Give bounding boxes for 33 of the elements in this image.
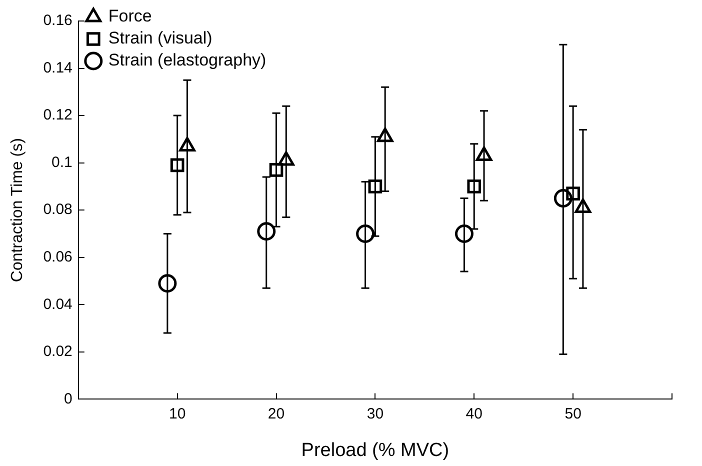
y-tick-label: 0 xyxy=(64,390,72,408)
y-tick-label: 0.14 xyxy=(43,59,72,76)
x-tick-label: 30 xyxy=(366,405,384,422)
y-tick-label: 0.16 xyxy=(43,12,72,30)
y-tick-label: 0.06 xyxy=(43,248,72,266)
y-tick-label: 0.08 xyxy=(43,201,72,218)
point xyxy=(269,163,284,177)
y-tick-label: 0.1 xyxy=(52,154,72,171)
x-axis-title: Preload (% MVC) xyxy=(301,440,450,461)
point xyxy=(454,224,474,243)
x-tick-label: 50 xyxy=(564,405,582,422)
x-tick-label: 40 xyxy=(466,405,482,422)
point xyxy=(554,189,572,208)
point xyxy=(278,151,294,166)
point xyxy=(467,180,482,194)
x-tick-label: 10 xyxy=(168,405,186,422)
y-tick-label: 0.12 xyxy=(43,106,72,124)
point xyxy=(158,274,177,293)
y-tick-label: 0.02 xyxy=(43,343,72,360)
y-axis-title: Contraction Time (s) xyxy=(9,138,26,282)
point xyxy=(170,158,184,172)
legend-label: Force xyxy=(108,6,152,26)
point xyxy=(257,222,276,241)
point xyxy=(356,224,375,243)
point xyxy=(476,146,492,161)
x-tick-label: 20 xyxy=(268,405,285,422)
point xyxy=(566,186,580,200)
legend-label: Strain (elastography) xyxy=(108,50,266,70)
legend-label: Strain (visual) xyxy=(108,28,212,48)
point xyxy=(368,180,382,194)
point xyxy=(179,137,196,152)
y-tick-label: 0.04 xyxy=(43,296,72,313)
point xyxy=(376,128,394,142)
